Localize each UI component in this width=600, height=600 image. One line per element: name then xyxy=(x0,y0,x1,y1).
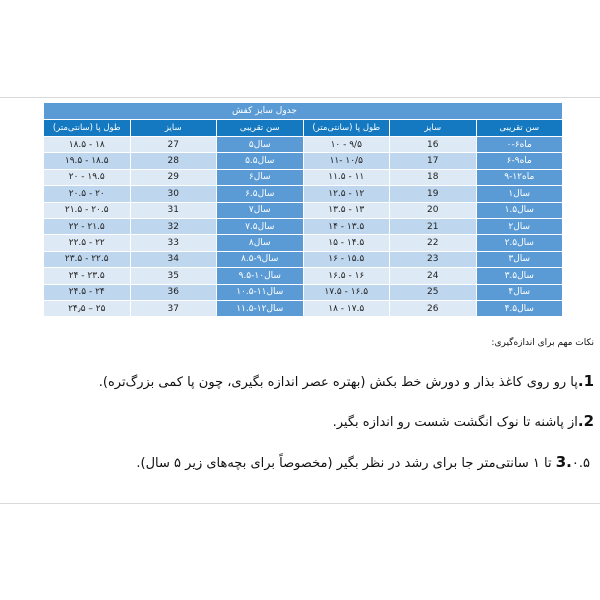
foot-length-cell: ۱۸.۵ - ۱۸ xyxy=(43,135,131,154)
table-header-row: طول پا (سانتی‌متر) سایز سن تقریبی طول پا… xyxy=(43,119,563,137)
age-cell: ۶.۵سال xyxy=(216,185,304,203)
foot-length-cell: ۱۸ - ۱۷.۵ xyxy=(302,299,390,318)
shoe-size-table: جدول سایز کفش طول پا (سانتی‌متر) سایز سن… xyxy=(43,102,563,318)
foot-length-cell: ۱۴ - ۱۳.۵ xyxy=(302,217,390,236)
size-cell: 25 xyxy=(389,283,477,301)
age-cell: ۱.۵سال xyxy=(475,201,563,219)
note-item-2: 2.از پاشنه تا نوک انگشت شست رو اندازه بگ… xyxy=(333,412,594,430)
size-cell: 35 xyxy=(129,267,217,285)
foot-length-cell: ۲۴٫۵ – ۲۵ xyxy=(43,299,131,318)
size-cell: 31 xyxy=(129,201,217,219)
foot-length-cell: ۲۰ - ۱۹.۵ xyxy=(43,168,131,187)
size-cell: 23 xyxy=(389,250,477,269)
table-row: ۲۳.۵ - ۲۲.۵ 34 ۸.۵-۹سال ۱۶ - ۱۵.۵ 23 ۳سال xyxy=(43,250,563,269)
age-cell: ۶-۹ماه xyxy=(475,152,563,170)
size-cell: 18 xyxy=(389,168,477,187)
foot-length-cell: ۱۱- ۱۰/۵ xyxy=(302,152,390,170)
note-item-3: 3.۰.۵ تا ۱ سانتی‌متر جا برای رشد در نظر … xyxy=(136,453,590,471)
age-cell: ۱۰.۵-۱۱سال xyxy=(216,283,304,301)
foot-length-cell: ۲۲.۵ - ۲۲ xyxy=(43,234,131,252)
size-cell: 19 xyxy=(389,185,477,203)
foot-length-cell: ۲۲ - ۲۱.۵ xyxy=(43,217,131,236)
age-cell: ۶سال xyxy=(216,168,304,187)
size-cell: 36 xyxy=(129,283,217,301)
notes-heading: نکات مهم برای اندازه‌گیری: xyxy=(491,338,594,348)
size-cell: 33 xyxy=(129,234,217,252)
header-size-right: سایز xyxy=(389,119,477,137)
age-cell: ۴سال xyxy=(475,283,563,301)
size-cell: 37 xyxy=(129,299,217,318)
age-cell: ۷سال xyxy=(216,201,304,219)
divider-bottom xyxy=(0,503,600,504)
foot-length-cell: ۱۱.۵ - ۱۱ xyxy=(302,168,390,187)
age-cell: ۴.۵سال xyxy=(475,299,563,318)
table-title: جدول سایز کفش xyxy=(43,102,563,120)
age-cell: ۲سال xyxy=(475,217,563,236)
foot-length-cell: ۱۲.۵ - ۱۲ xyxy=(302,185,390,203)
size-cell: 24 xyxy=(389,267,477,285)
note-item-1: 1.پا رو روی کاغذ بذار و دورش خط بکش (بهت… xyxy=(99,372,594,390)
table-row: ۲۴٫۵ – ۲۵ 37 ۱۱.۵-۱۲سال ۱۸ - ۱۷.۵ 26 ۴.۵سال xyxy=(43,299,563,318)
note-text: پا رو روی کاغذ بذار و دورش خط بکش (بهتره… xyxy=(98,375,578,390)
age-cell: ۸.۵-۹سال xyxy=(216,250,304,269)
foot-length-cell: ۲۴.۵ - ۲۴ xyxy=(43,283,131,301)
foot-length-cell: ۱۶ - ۱۵.۵ xyxy=(302,250,390,269)
note-number: 3. xyxy=(555,453,572,471)
size-cell: 27 xyxy=(129,135,217,154)
note-number: 1. xyxy=(577,372,594,390)
divider-top xyxy=(0,97,600,98)
age-cell: ۹.۵-۱۰سال xyxy=(216,267,304,285)
note-text: ۰.۵ تا ۱ سانتی‌متر جا برای رشد در نظر بگ… xyxy=(136,456,590,471)
table-row: ۲۲.۵ - ۲۲ 33 ۸سال ۱۵ - ۱۴.۵ 22 ۲.۵سال xyxy=(43,234,563,252)
header-foot-length-left: طول پا (سانتی‌متر) xyxy=(43,119,131,137)
table-row: ۲۰.۵ - ۲۰ 30 ۶.۵سال ۱۲.۵ - ۱۲ 19 ۱سال xyxy=(43,185,563,203)
age-cell: ۲.۵سال xyxy=(475,234,563,252)
age-cell: ۱۱.۵-۱۲سال xyxy=(216,299,304,318)
size-cell: 28 xyxy=(129,152,217,170)
foot-length-cell: ۱۹.۵ - ۱۸.۵ xyxy=(43,152,131,170)
table-row: ۲۰ - ۱۹.۵ 29 ۶سال ۱۱.۵ - ۱۱ 18 ۹-۱۲ماه xyxy=(43,168,563,187)
age-cell: ۵سال xyxy=(216,135,304,154)
size-cell: 29 xyxy=(129,168,217,187)
table-row: ۲۲ - ۲۱.۵ 32 ۷.۵سال ۱۴ - ۱۳.۵ 21 ۲سال xyxy=(43,217,563,236)
age-cell: ۳سال xyxy=(475,250,563,269)
age-cell: ۹-۱۲ماه xyxy=(475,168,563,187)
foot-length-cell: ۲۰.۵ - ۲۰ xyxy=(43,185,131,203)
header-size-left: سایز xyxy=(129,119,217,137)
foot-length-cell: ۱۰ - ۹/۵ xyxy=(302,135,390,154)
table-row: ۲۴ - ۲۳.۵ 35 ۹.۵-۱۰سال ۱۶.۵ - ۱۶ 24 ۳.۵سال xyxy=(43,267,563,285)
foot-length-cell: ۲۱.۵ - ۲۰.۵ xyxy=(43,201,131,219)
size-cell: 32 xyxy=(129,217,217,236)
note-number: 2. xyxy=(577,412,594,430)
table-row: ۱۹.۵ - ۱۸.۵ 28 ۵.۵سال ۱۱- ۱۰/۵ 17 ۶-۹ماه xyxy=(43,152,563,170)
size-cell: 26 xyxy=(389,299,477,318)
size-cell: 21 xyxy=(389,217,477,236)
foot-length-cell: ۱۶.۵ - ۱۶ xyxy=(302,267,390,285)
age-cell: ۵.۵سال xyxy=(216,152,304,170)
table-row: ۲۴.۵ - ۲۴ 36 ۱۰.۵-۱۱سال ۱۷.۵ - ۱۶.۵ 25 ۴سال xyxy=(43,283,563,301)
foot-length-cell: ۱۵ - ۱۴.۵ xyxy=(302,234,390,252)
size-cell: 34 xyxy=(129,250,217,269)
foot-length-cell: ۱۷.۵ - ۱۶.۵ xyxy=(302,283,390,301)
foot-length-cell: ۲۳.۵ - ۲۲.۵ xyxy=(43,250,131,269)
table-row: ۱۸.۵ - ۱۸ 27 ۵سال ۱۰ - ۹/۵ 16 ۰-۶ماه xyxy=(43,135,563,154)
foot-length-cell: ۱۳.۵ - ۱۳ xyxy=(302,201,390,219)
age-cell: ۳.۵سال xyxy=(475,267,563,285)
age-cell: ۷.۵سال xyxy=(216,217,304,236)
header-foot-length-right: طول پا (سانتی‌متر) xyxy=(302,119,390,137)
age-cell: ۸سال xyxy=(216,234,304,252)
note-text: از پاشنه تا نوک انگشت شست رو اندازه بگیر… xyxy=(332,415,578,430)
age-cell: ۱سال xyxy=(475,185,563,203)
size-cell: 22 xyxy=(389,234,477,252)
table-row: ۲۱.۵ - ۲۰.۵ 31 ۷سال ۱۳.۵ - ۱۳ 20 ۱.۵سال xyxy=(43,201,563,219)
size-cell: 30 xyxy=(129,185,217,203)
header-age-left: سن تقریبی xyxy=(216,119,304,137)
size-cell: 17 xyxy=(389,152,477,170)
size-cell: 16 xyxy=(389,135,477,154)
header-age-right: سن تقریبی xyxy=(475,119,563,137)
size-cell: 20 xyxy=(389,201,477,219)
age-cell: ۰-۶ماه xyxy=(475,135,563,154)
foot-length-cell: ۲۴ - ۲۳.۵ xyxy=(43,267,131,285)
